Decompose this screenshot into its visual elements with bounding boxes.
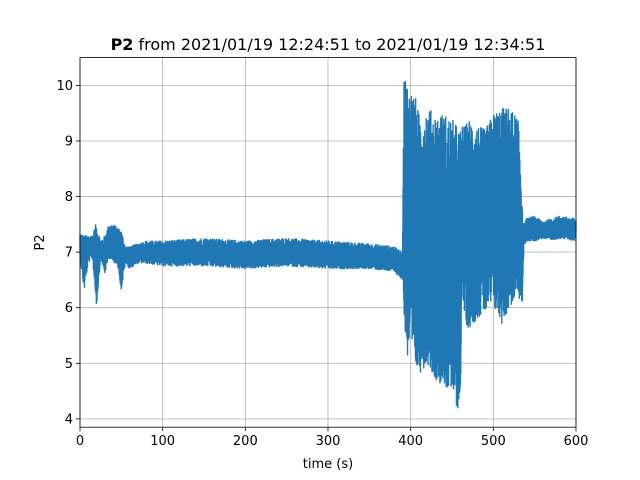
series-p2 — [79, 80, 577, 409]
x-tick-label: 200 — [233, 434, 258, 449]
y-tick-label: 7 — [65, 246, 73, 261]
y-tick-label: 5 — [65, 357, 73, 372]
x-tick-label: 0 — [76, 434, 84, 449]
y-axis: 4 5 6 7 8 9 10 — [56, 79, 80, 427]
x-tick-label: 500 — [481, 434, 506, 449]
x-tick-label: 400 — [398, 434, 423, 449]
chart-title-bold: P2 — [111, 35, 134, 54]
x-axis: 0 100 200 300 400 500 600 — [76, 427, 589, 449]
y-tick-label: 8 — [65, 190, 73, 205]
chart-title-rest: from 2021/01/19 12:24:51 to 2021/01/19 1… — [133, 35, 545, 54]
x-axis-label: time (s) — [303, 457, 353, 472]
y-axis-label: P2 — [33, 234, 48, 250]
x-tick-label: 100 — [150, 434, 175, 449]
y-tick-label: 9 — [65, 134, 73, 149]
y-tick-label: 4 — [65, 412, 73, 427]
series-line — [79, 80, 577, 409]
y-tick-label: 10 — [56, 79, 73, 94]
x-tick-label: 300 — [316, 434, 341, 449]
x-tick-label: 600 — [564, 434, 589, 449]
chart-title: P2 from 2021/01/19 12:24:51 to 2021/01/1… — [111, 35, 546, 54]
y-tick-label: 6 — [65, 301, 73, 316]
